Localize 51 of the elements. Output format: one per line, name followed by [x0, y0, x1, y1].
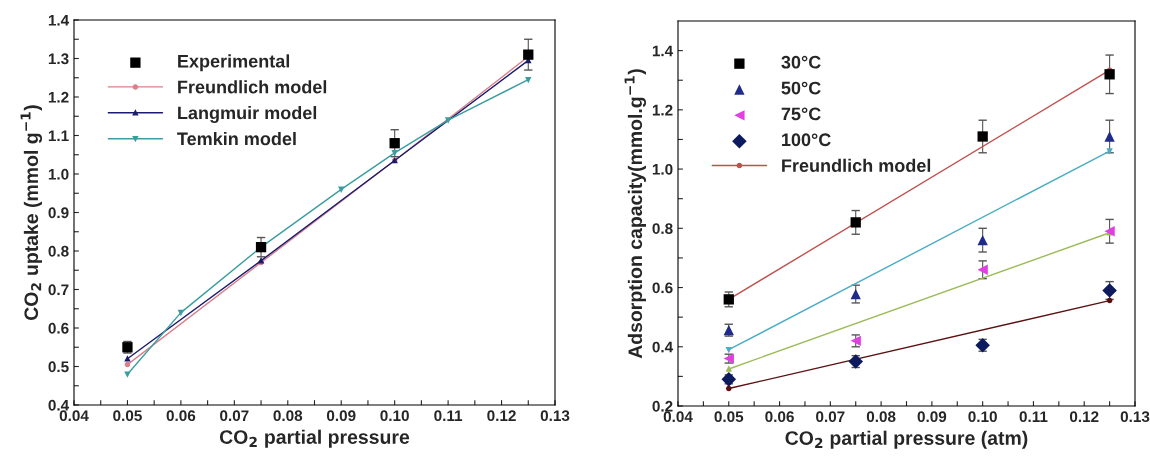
x-tick-label: 0.05	[714, 411, 744, 423]
legend-label: Freundlich model	[782, 158, 931, 172]
y-tick-label: 0.9	[48, 207, 69, 219]
x-tick-label: 0.04	[59, 410, 89, 422]
y-axis-title: Adsorption capacity(mmol.g$^{−1}$)	[624, 69, 647, 359]
x-tick-label: 0.07	[816, 411, 845, 423]
y-tick-label: 1.0	[652, 163, 673, 175]
x-tick-label: 0.09	[917, 411, 947, 423]
y-axis-title: CO$_{2}$ uptake (mmol g$^{−1}$)	[20, 105, 43, 321]
x-tick-label: 0.08	[273, 410, 303, 422]
x-tick-label: 0.10	[968, 411, 997, 423]
y-tick-label: 1.2	[652, 104, 673, 116]
x-tick-label: 0.11	[1019, 411, 1048, 423]
x-tick-label: 0.11	[434, 410, 463, 422]
legend-label: 100°C	[782, 133, 831, 147]
y-tick-label: 0.4	[652, 341, 674, 353]
x-axis-title: CO$_{2}$ partial pressure (atm)	[785, 430, 1028, 449]
legend-label: Temkin model	[177, 131, 296, 146]
y-tick-label: 1.1	[48, 130, 69, 142]
legend-label: 30°C	[781, 55, 821, 69]
y-tick-label: 0.8	[48, 245, 69, 257]
legend-label: 50°C	[781, 81, 821, 95]
y-tick-label: 1.4	[652, 45, 674, 57]
x-axis-title: CO$_{2}$ partial pressure	[219, 429, 410, 448]
x-tick-label: 0.04	[663, 411, 693, 423]
legend-label: Langmuir model	[178, 106, 317, 123]
y-tick-label: 0.6	[652, 282, 673, 294]
x-tick-label: 0.12	[487, 410, 516, 422]
x-tick-label: 0.12	[1069, 411, 1099, 423]
y-tick-label: 0.6	[48, 322, 69, 334]
x-tick-label: 0.10	[380, 410, 409, 422]
x-tick-label: 0.07	[220, 410, 249, 422]
legend-label: Freundlich model	[178, 80, 327, 94]
y-tick-label: 0.7	[48, 284, 69, 296]
x-tick-label: 0.05	[113, 410, 142, 422]
y-tick-label: 1.2	[48, 91, 69, 103]
legend-label: 75°C	[781, 107, 821, 121]
x-tick-label: 0.06	[166, 410, 196, 422]
y-tick-label: 0.4	[48, 399, 70, 411]
y-tick-label: 0.5	[48, 361, 69, 373]
y-tick-label: 0.8	[652, 223, 673, 234]
y-tick-label: 0.2	[652, 400, 673, 412]
y-tick-label: 1.0	[48, 168, 69, 180]
y-tick-label: 1.4	[48, 15, 70, 26]
x-tick-label: 0.13	[540, 410, 570, 422]
x-tick-label: 0.13	[1120, 411, 1150, 423]
x-tick-label: 0.06	[765, 411, 794, 423]
y-tick-label: 1.3	[48, 53, 69, 65]
legend-label: Experimental	[178, 54, 290, 72]
x-tick-label: 0.08	[866, 411, 896, 423]
x-tick-label: 0.09	[326, 410, 356, 422]
